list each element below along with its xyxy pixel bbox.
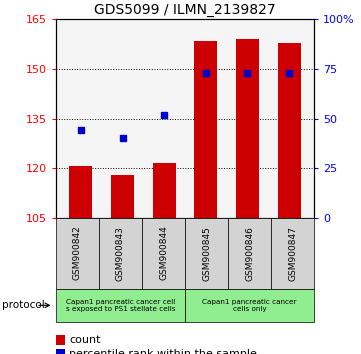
Text: GSM900843: GSM900843	[116, 225, 125, 281]
Text: GSM900845: GSM900845	[202, 225, 211, 281]
Bar	[69, 166, 92, 218]
Text: GSM900842: GSM900842	[73, 226, 82, 280]
Bar	[278, 42, 301, 218]
Text: protocol: protocol	[2, 300, 44, 310]
Bar	[194, 41, 217, 218]
Bar	[153, 163, 176, 218]
Bar	[236, 39, 259, 218]
Text: Capan1 pancreatic cancer cell
s exposed to PS1 stellate cells: Capan1 pancreatic cancer cell s exposed …	[66, 299, 175, 312]
Text: GSM900846: GSM900846	[245, 225, 254, 281]
Text: GSM900847: GSM900847	[288, 225, 297, 281]
Text: count: count	[69, 335, 101, 345]
Text: Capan1 pancreatic cancer
cells only: Capan1 pancreatic cancer cells only	[202, 299, 297, 312]
Text: GSM900844: GSM900844	[159, 226, 168, 280]
Title: GDS5099 / ILMN_2139827: GDS5099 / ILMN_2139827	[94, 3, 276, 17]
Bar	[111, 175, 134, 218]
Text: percentile rank within the sample: percentile rank within the sample	[69, 349, 257, 354]
